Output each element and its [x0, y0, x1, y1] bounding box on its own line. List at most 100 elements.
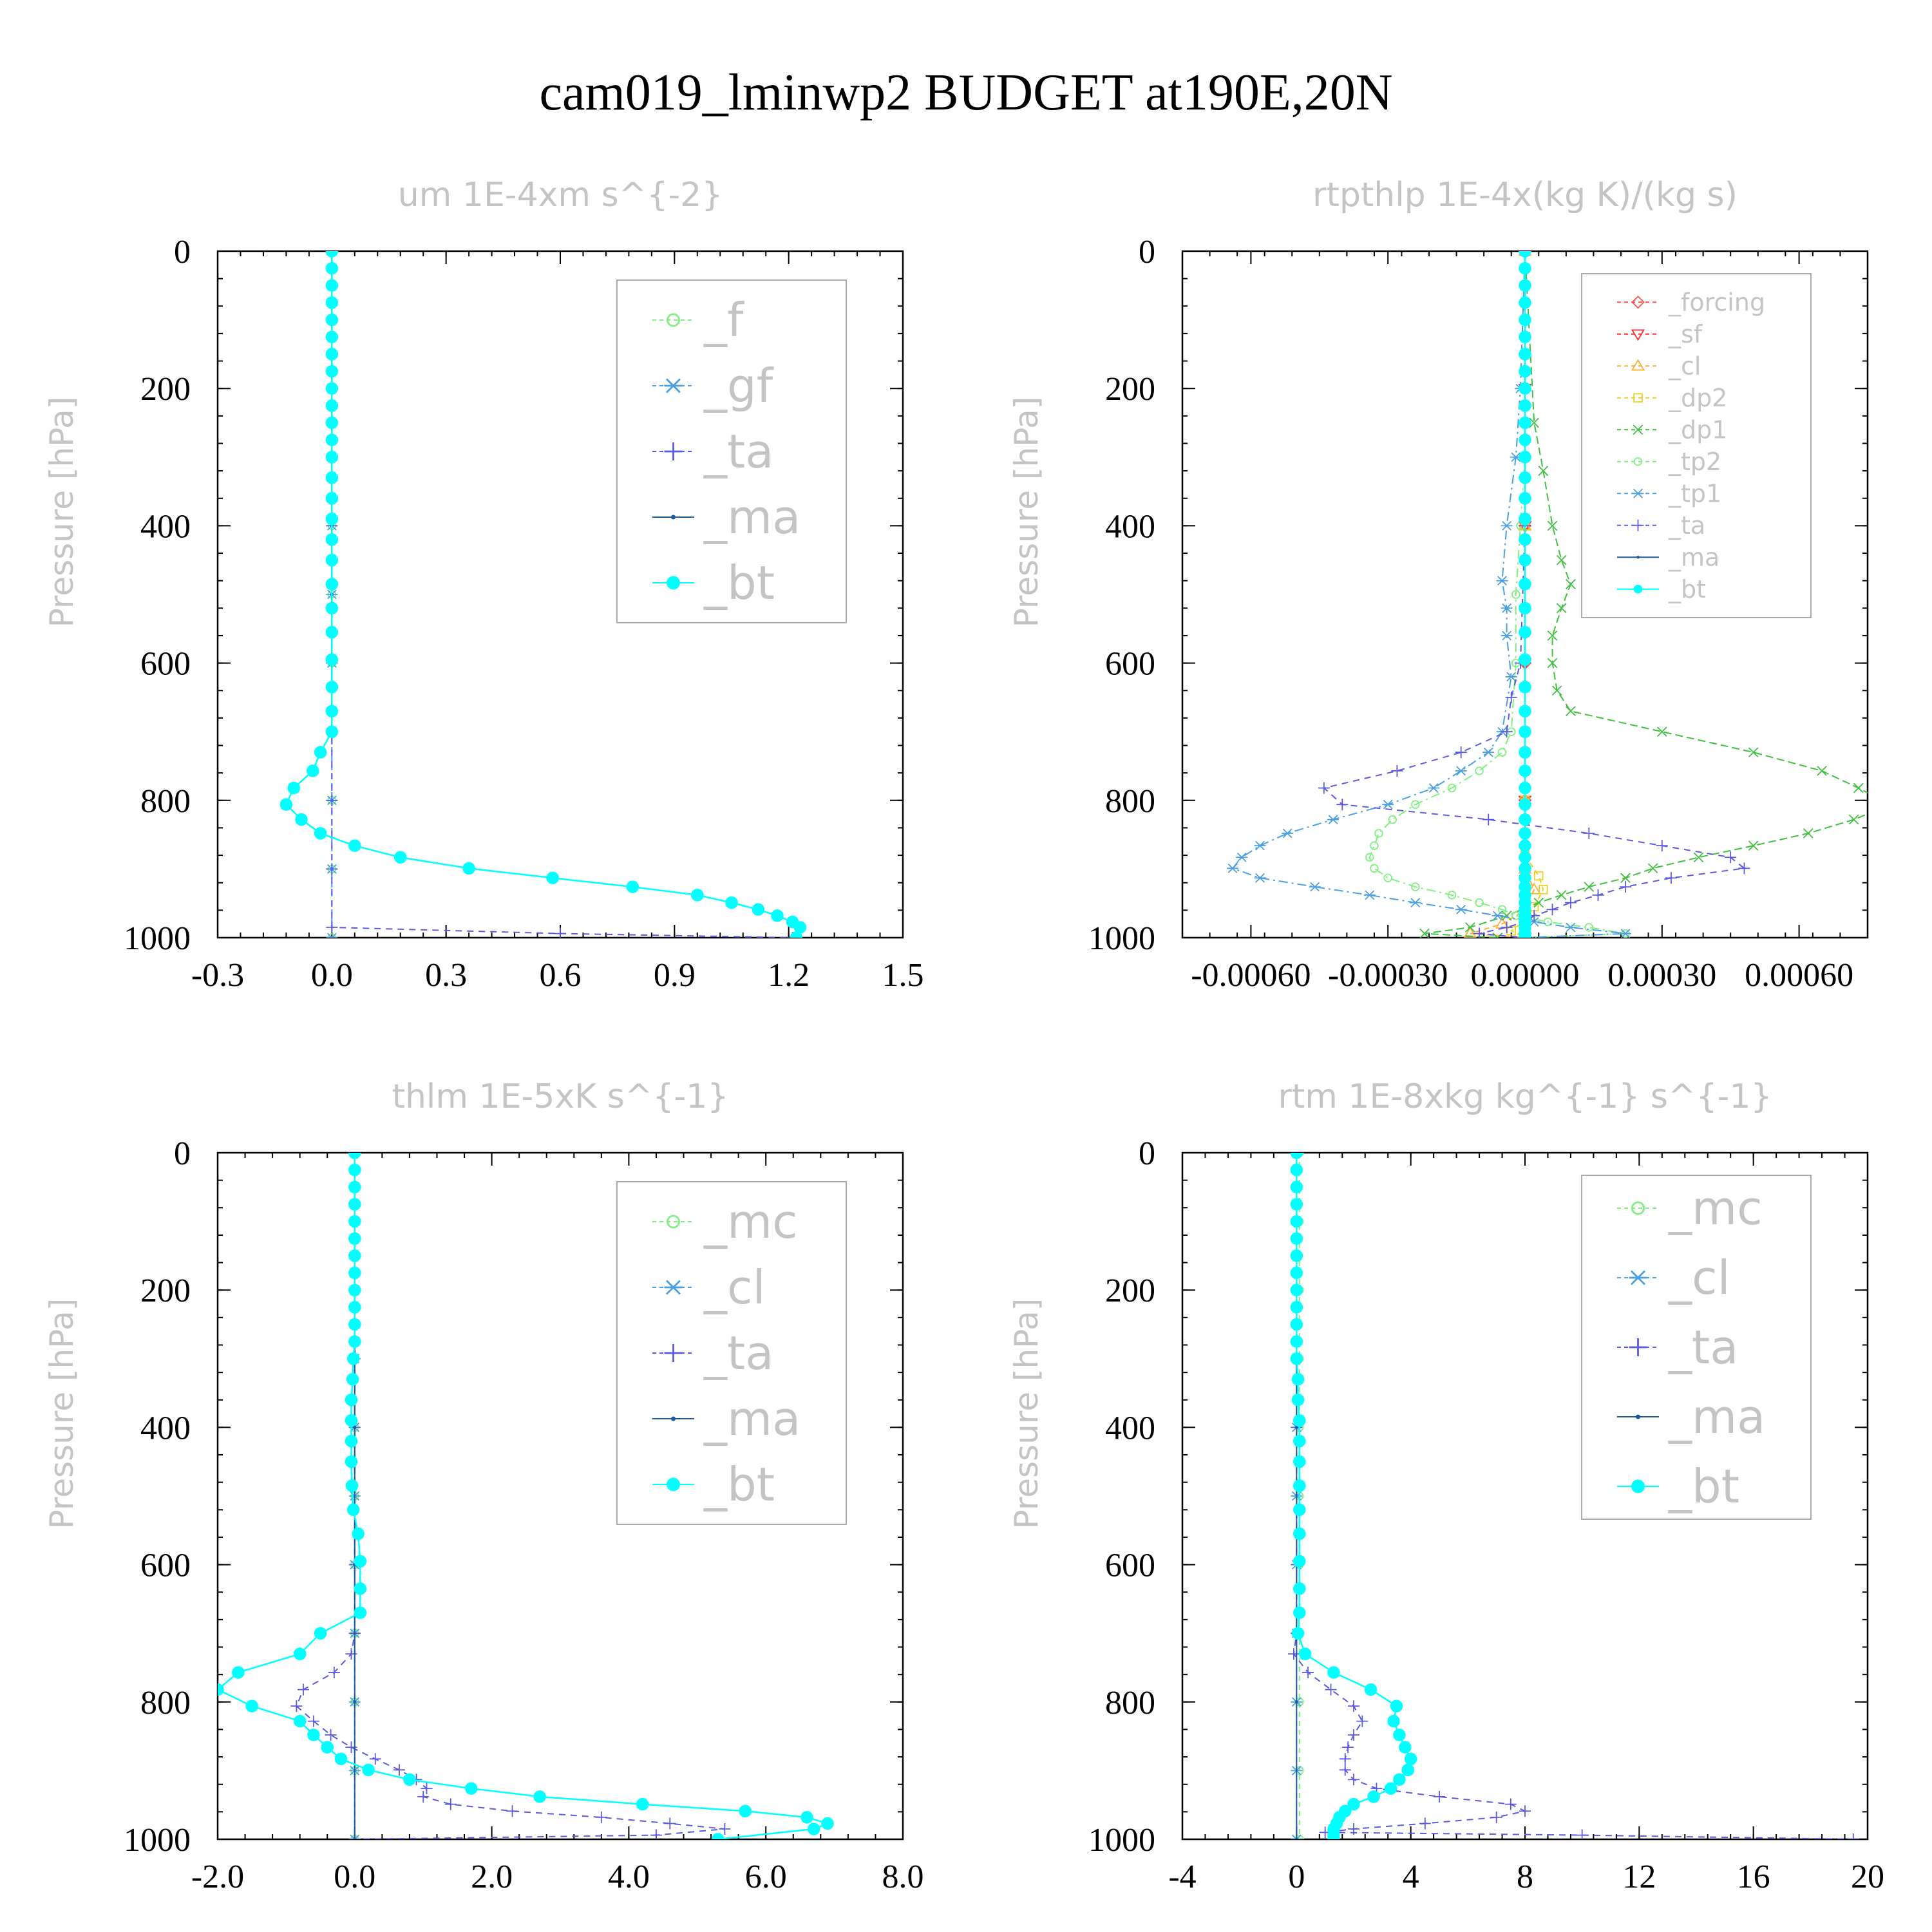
data-point: [1519, 746, 1531, 759]
legend-label: _ta: [1668, 1320, 1738, 1374]
x-tick-label: 0.3: [425, 957, 467, 994]
y-tick-label: 800: [140, 783, 191, 820]
data-point-shape: [1519, 681, 1531, 694]
data-point: [1363, 890, 1376, 900]
data-point: [325, 451, 339, 464]
data-point: [1519, 416, 1531, 430]
data-point-shape: [1447, 783, 1457, 793]
data-point-shape: [1501, 521, 1513, 531]
data-point: [1404, 1752, 1417, 1766]
data-point: [1584, 882, 1595, 892]
plot-frame: [216, 1151, 904, 1841]
data-point-shape: [1519, 851, 1531, 864]
data-point: [1236, 852, 1248, 862]
data-point-shape: [1290, 1198, 1303, 1211]
data-point: [1551, 685, 1562, 696]
data-point-shape: [393, 1764, 405, 1776]
data-point: [287, 781, 300, 795]
data-point-shape: [1547, 520, 1558, 531]
data-point-shape: [325, 705, 339, 717]
data-point: [1382, 799, 1394, 810]
data-point-shape: [739, 1804, 752, 1818]
legend-entry-cl: _cl: [652, 1260, 766, 1314]
data-point-shape: [346, 1352, 360, 1365]
data-point-shape: [1519, 781, 1531, 795]
data-point: [650, 1829, 662, 1839]
series-group: [1227, 251, 1868, 938]
legend-marker: [1633, 457, 1643, 466]
data-point-shape: [1382, 799, 1394, 810]
data-point-shape: [1370, 841, 1379, 850]
data-point-shape: [1348, 1774, 1359, 1786]
legend-marker-shape: [1629, 1270, 1647, 1285]
data-point-shape: [393, 851, 407, 864]
data-point-shape: [664, 1817, 676, 1830]
data-point: [232, 1666, 245, 1679]
data-point: [1463, 926, 1477, 938]
data-point: [293, 1647, 307, 1660]
data-point-shape: [1339, 1753, 1351, 1765]
data-point: [595, 1811, 607, 1823]
data-point-shape: [1419, 928, 1430, 938]
data-point: [1293, 1503, 1306, 1517]
data-point-shape: [346, 1373, 359, 1386]
data-point-shape: [1546, 904, 1558, 916]
data-point-shape: [369, 1753, 381, 1765]
data-point-shape: [1293, 1455, 1306, 1468]
series-bt: [1519, 251, 1531, 938]
legend-marker-shape: [1629, 1338, 1647, 1356]
data-point-shape: [1519, 348, 1531, 361]
data-point: [348, 1283, 361, 1296]
data-point: [1293, 1555, 1306, 1568]
data-point: [1519, 553, 1531, 567]
data-point: [1401, 1763, 1414, 1777]
data-point: [1527, 882, 1541, 895]
data-point: [1519, 251, 1531, 258]
x-tick-label: 6.0: [745, 1859, 787, 1895]
data-point-shape: [1291, 1373, 1305, 1386]
data-point-shape: [353, 1426, 357, 1429]
data-point-shape: [325, 492, 339, 505]
data-point: [1482, 747, 1495, 757]
data-point-shape: [1434, 1790, 1445, 1803]
x-tick-label: 8: [1517, 1859, 1533, 1895]
data-point: [554, 927, 566, 938]
legend-marker-shape: [1633, 457, 1643, 466]
data-point: [1482, 813, 1495, 826]
data-point: [348, 839, 361, 852]
legend-label: _gf: [703, 359, 774, 413]
data-point-shape: [1339, 1764, 1351, 1776]
data-point-shape: [345, 1455, 358, 1468]
data-point-shape: [1519, 365, 1531, 378]
data-point: [1519, 512, 1531, 526]
legend-marker: [1631, 1479, 1645, 1493]
data-point-shape: [1309, 882, 1321, 892]
data-point-shape: [1519, 813, 1531, 826]
data-point-shape: [1302, 1666, 1314, 1678]
data-point-shape: [325, 681, 339, 694]
data-point-shape: [1519, 1805, 1531, 1817]
data-point-shape: [1803, 828, 1814, 838]
series-group: [279, 251, 807, 938]
data-point-shape: [325, 330, 339, 343]
data-point: [314, 746, 327, 759]
data-point-shape: [417, 1790, 430, 1803]
data-point-shape: [348, 1249, 361, 1262]
data-point: [325, 261, 339, 275]
series-ta: [1318, 251, 1750, 938]
x-tick-label: 12: [1622, 1859, 1656, 1895]
data-point-shape: [1367, 1790, 1380, 1803]
data-point-shape: [325, 533, 339, 546]
data-point-shape: [325, 279, 339, 292]
data-point: [1291, 1373, 1305, 1386]
y-tick-label: 0: [174, 234, 191, 270]
legend-marker-shape: [1631, 1479, 1645, 1493]
panel-title: thlm 1E-5xK s^{-1}: [392, 1077, 729, 1116]
data-point: [739, 1804, 752, 1818]
data-point-shape: [1387, 1714, 1400, 1728]
data-point-shape: [1404, 1752, 1417, 1766]
data-point-shape: [1656, 840, 1668, 852]
data-point: [307, 764, 319, 777]
data-point-shape: [1390, 1700, 1403, 1712]
data-point: [314, 827, 327, 840]
